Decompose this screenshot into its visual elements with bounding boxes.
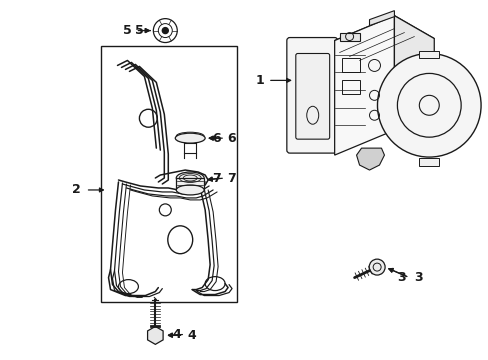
Bar <box>176 178 203 190</box>
Text: 5: 5 <box>134 24 143 37</box>
Bar <box>101 45 237 302</box>
Text: 1: 1 <box>255 74 264 87</box>
Text: 6: 6 <box>212 132 221 145</box>
Text: 2: 2 <box>72 184 81 197</box>
FancyBboxPatch shape <box>295 54 329 139</box>
Polygon shape <box>394 15 433 152</box>
Polygon shape <box>356 148 384 170</box>
Text: 4: 4 <box>172 328 181 341</box>
Polygon shape <box>334 15 433 63</box>
FancyBboxPatch shape <box>286 37 337 153</box>
Text: 7: 7 <box>212 171 221 185</box>
Bar <box>341 80 359 94</box>
Text: 5: 5 <box>122 24 131 37</box>
Polygon shape <box>339 32 359 41</box>
Polygon shape <box>334 15 394 155</box>
Text: 7: 7 <box>226 171 235 185</box>
Ellipse shape <box>176 172 203 184</box>
Circle shape <box>162 28 168 33</box>
Text: 6: 6 <box>226 132 235 145</box>
Circle shape <box>368 259 385 275</box>
Polygon shape <box>369 11 394 26</box>
Ellipse shape <box>175 133 205 143</box>
Bar <box>419 158 438 166</box>
Bar <box>341 58 359 72</box>
Bar <box>419 50 438 58</box>
Circle shape <box>377 54 480 157</box>
Text: 3: 3 <box>413 271 422 284</box>
Text: 4: 4 <box>187 329 196 342</box>
Ellipse shape <box>176 185 203 195</box>
Text: 3: 3 <box>396 271 405 284</box>
